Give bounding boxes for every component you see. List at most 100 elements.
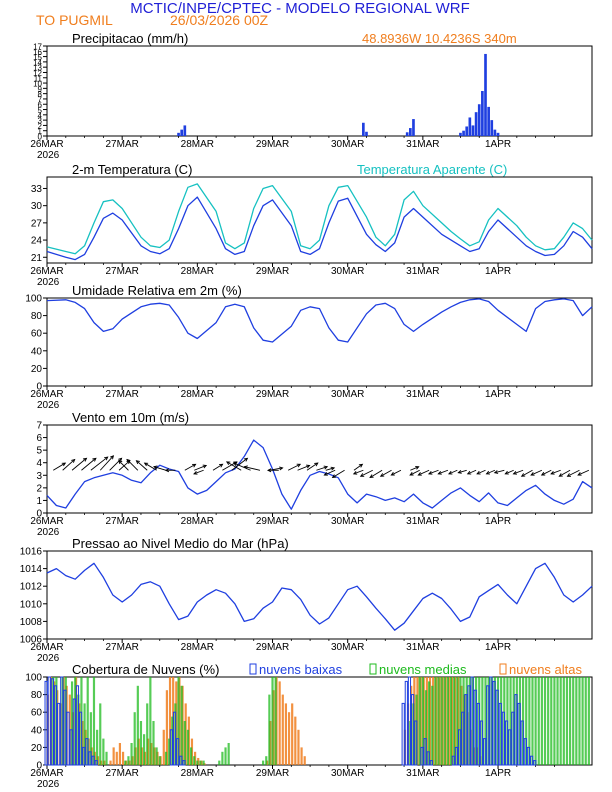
cloud-bar-mid	[418, 677, 421, 765]
wind-vector-head	[279, 466, 284, 471]
wind-vector	[428, 469, 439, 475]
wind-vector	[212, 463, 223, 471]
cloud-bar-mid	[152, 721, 155, 765]
precip-ytick-label: 7	[38, 95, 43, 104]
wind-vector	[391, 469, 402, 476]
wind-vector-head	[493, 470, 499, 474]
apparent-temp-legend: Temperatura Aparente (C)	[357, 162, 507, 177]
pressure-xtick-label: 31MAR	[406, 642, 439, 653]
wind-ytick-label: 4	[36, 458, 42, 469]
clouds-xtick-label: 28MAR	[181, 768, 214, 779]
wind-year-label: 2026	[37, 527, 60, 538]
wind-ytick-label: 0	[36, 509, 42, 520]
cloud-bar-mid	[484, 677, 487, 765]
cloud-bar-mid	[202, 760, 205, 765]
clouds-xtick-label: 27MAR	[105, 768, 138, 779]
cloud-bar-mid	[186, 729, 190, 765]
cloud-bar-low	[410, 694, 415, 766]
wind-title: Vento em 10m (m/s)	[72, 410, 189, 425]
cloud-bar-low	[85, 738, 89, 766]
wind-vector-head	[323, 472, 328, 476]
wind-ytick-label: 6	[36, 433, 42, 444]
cloud-legend-label: nuvens altas	[509, 662, 582, 677]
precip-xtick-label: 26MAR	[30, 139, 63, 150]
cloud-bar-low	[511, 711, 515, 766]
cloud-bar-mid	[139, 721, 143, 765]
precip-title: Precipitacao (mm/h)	[72, 31, 188, 46]
wind-vector	[297, 465, 310, 471]
cloud-bar-mid	[578, 677, 581, 765]
cloud-bar-high	[165, 690, 168, 765]
cloud-bar-low	[451, 755, 455, 766]
wind-vector-head	[566, 473, 571, 477]
precip-xtick-label: 31MAR	[406, 139, 439, 150]
cloud-bar-low	[489, 676, 493, 766]
clouds-xtick-label: 29MAR	[256, 768, 289, 779]
precip-ytick-label: 9	[38, 85, 43, 94]
cloud-bar-high	[300, 747, 303, 765]
wind-vector-head	[512, 470, 518, 475]
cloud-bar-mid	[136, 685, 139, 765]
rh-ytick-label: 100	[25, 294, 42, 305]
precip-bar	[468, 117, 472, 136]
cloud-bar-low	[483, 738, 487, 766]
wind-vector	[62, 459, 75, 471]
cloud-bar-mid	[443, 677, 446, 765]
cloud-bar-mid	[105, 751, 108, 765]
precip-bar	[177, 132, 180, 136]
wind-vector	[287, 463, 301, 471]
wind-vector	[90, 456, 108, 471]
clouds-ytick-label: 100	[25, 673, 42, 684]
wind-vector	[438, 469, 449, 475]
precip-bar	[487, 106, 490, 136]
cloud-bar-mid	[158, 756, 161, 765]
precip-bar	[183, 125, 187, 136]
cloud-bar-mid	[224, 747, 227, 765]
precip-bar	[481, 91, 484, 136]
cloud-bar-low	[179, 755, 183, 766]
cloud-bar-low	[526, 746, 531, 766]
wind-vector-head	[485, 470, 491, 475]
cloud-bar-low	[504, 720, 509, 766]
wind-vector-head	[118, 460, 123, 465]
cloud-bar-mid	[168, 738, 171, 765]
cloud-bar-mid	[133, 712, 136, 765]
cloud-bar-low	[514, 694, 518, 766]
clouds-xtick-label: 30MAR	[331, 768, 364, 779]
wind-vector	[233, 462, 251, 471]
wind-vector	[231, 457, 248, 471]
temp-year-label: 2026	[37, 277, 60, 288]
pressure-ytick-label: 1012	[20, 582, 43, 593]
cloud-bar-mid	[562, 677, 565, 765]
pressure-xtick-label: 27MAR	[105, 642, 138, 653]
wind-vector	[184, 463, 196, 471]
wind-xtick-label: 1APR	[485, 516, 511, 527]
cloud-bar-low	[423, 738, 427, 766]
wind-vector-head	[143, 462, 149, 467]
wind-vector-head	[352, 471, 358, 475]
rh-xtick-label: 27MAR	[105, 389, 138, 400]
cloud-bar-mid	[177, 677, 180, 765]
wind-vector	[153, 466, 167, 471]
cloud-bar-low	[461, 711, 465, 766]
cloud-bar-mid	[70, 681, 74, 765]
wind-vector-head	[457, 469, 462, 474]
clouds-ytick-label: 0	[36, 761, 42, 772]
precip-ytick-label: 0	[38, 133, 43, 142]
rh-xtick-label: 1APR	[485, 389, 511, 400]
cloud-bar-low	[476, 702, 480, 766]
wind-vector-head	[540, 471, 546, 476]
precip-bar	[490, 120, 494, 136]
cloud-bar-low	[479, 720, 484, 766]
wind-vector	[409, 469, 420, 476]
precip-ytick-label: 12	[33, 69, 42, 78]
rh-ytick-label: 0	[36, 382, 42, 393]
precip-ytick-label: 1	[38, 127, 43, 136]
coordinates-label: 48.8936W 10.4236S 340m	[362, 31, 517, 46]
wind-vector-head	[520, 473, 526, 477]
wind-vector	[109, 457, 122, 471]
rh-xtick-label: 31MAR	[406, 389, 439, 400]
cloud-bar-mid	[456, 677, 459, 765]
cloud-bar-low	[533, 760, 537, 766]
